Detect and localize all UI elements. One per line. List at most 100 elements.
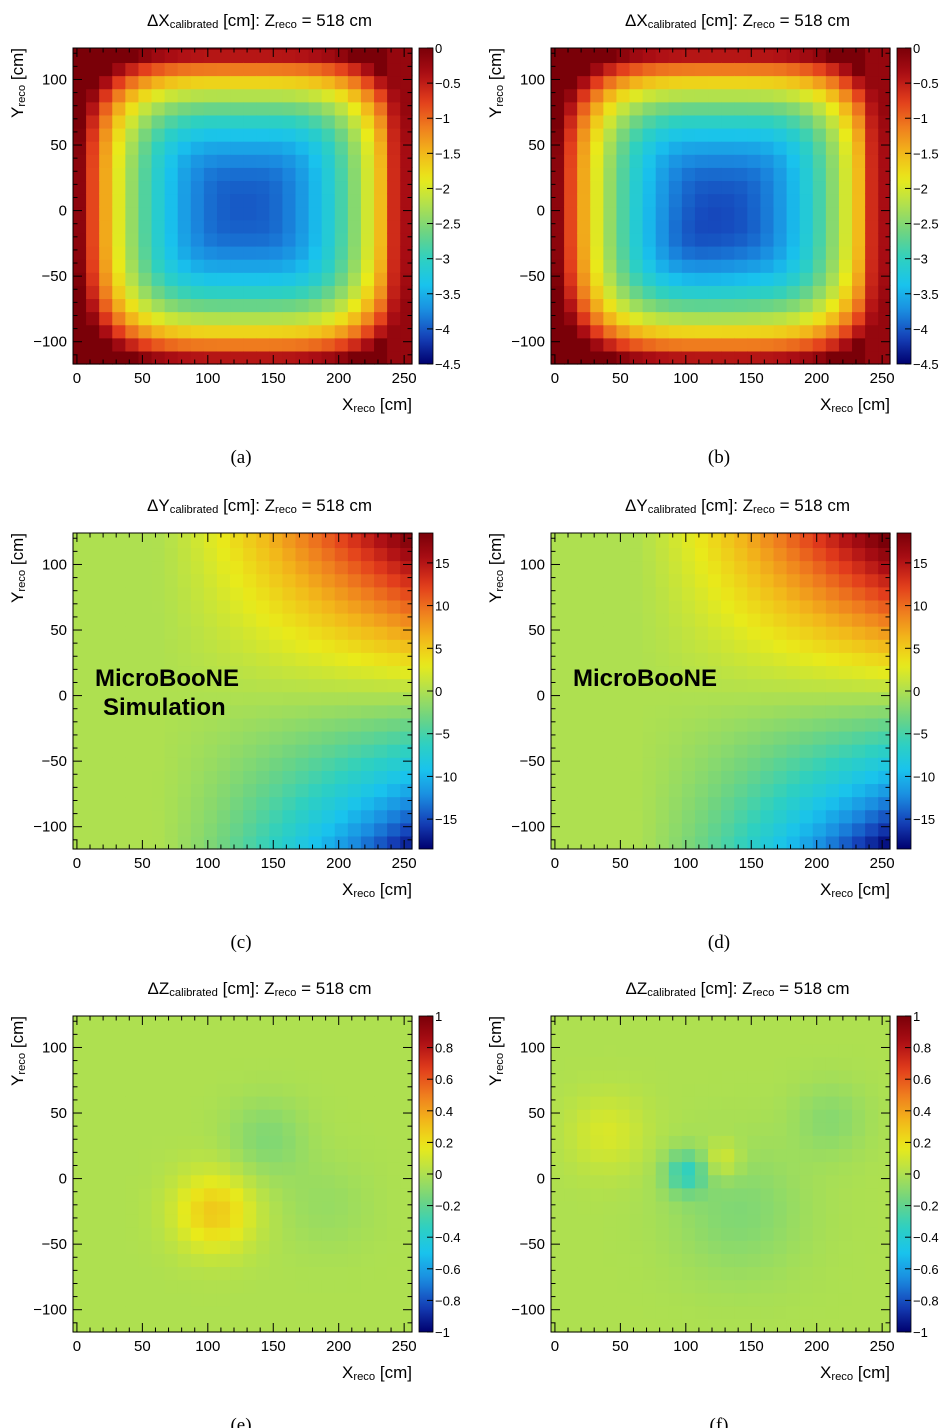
heatmap-cell <box>734 337 748 352</box>
heatmap-cell <box>164 219 179 234</box>
heatmap-cell <box>616 1030 631 1045</box>
heatmap-cell <box>551 573 565 588</box>
heatmap-cell <box>190 49 205 64</box>
heatmap-cell <box>387 533 401 535</box>
heatmap-cell <box>603 757 618 771</box>
heatmap-cell <box>681 691 696 706</box>
heatmap-cell <box>308 311 323 326</box>
heatmap-cell <box>838 1174 853 1189</box>
heatmap-cell <box>374 167 388 182</box>
heatmap-cell <box>878 599 891 614</box>
heatmap-cell <box>708 193 722 208</box>
heatmap-cell <box>708 652 722 667</box>
heatmap-cell <box>177 88 192 103</box>
heatmap-cell <box>852 665 866 680</box>
heatmap-cell <box>642 678 657 693</box>
heatmap-cell <box>629 533 644 535</box>
heatmap-cell <box>825 324 840 339</box>
heatmap-cell <box>151 49 166 64</box>
heatmap-cell <box>721 691 735 706</box>
heatmap-cell <box>616 626 631 640</box>
heatmap-cell <box>694 835 709 850</box>
heatmap-cell <box>73 835 87 850</box>
heatmap-cell <box>334 1161 349 1176</box>
heatmap-cell <box>786 1016 801 1018</box>
heatmap-cell <box>243 49 257 64</box>
heatmap-cell <box>865 259 879 273</box>
heatmap-cell <box>629 1043 644 1058</box>
heatmap-cell <box>590 114 604 129</box>
heatmap-cell <box>551 652 565 667</box>
heatmap-cell <box>256 744 270 758</box>
heatmap-cell <box>865 1148 879 1163</box>
heatmap-cell <box>812 272 827 286</box>
heatmap-cell <box>773 193 788 208</box>
heatmap-cell <box>138 626 153 640</box>
heatmap-cell <box>164 639 179 653</box>
heatmap-cell <box>347 586 362 601</box>
heatmap-cell <box>603 599 618 614</box>
heatmap-cell <box>852 1109 866 1123</box>
heatmap-cell <box>138 1161 153 1176</box>
heatmap-cell <box>799 350 814 365</box>
heatmap-cell <box>721 114 735 129</box>
heatmap-cell <box>747 1016 762 1018</box>
heatmap-cell <box>747 141 762 155</box>
heatmap-cell <box>151 1266 166 1281</box>
heatmap-cell <box>112 744 126 758</box>
heatmap-cell <box>99 259 113 273</box>
heatmap-cell <box>256 1213 270 1228</box>
heatmap-cell <box>825 1017 840 1032</box>
heatmap-cell <box>374 219 388 234</box>
heatmap-cell <box>86 1227 100 1241</box>
heatmap-cell <box>590 167 604 182</box>
heatmap-cell <box>865 652 879 667</box>
heatmap-cell <box>256 272 270 286</box>
heatmap-cell <box>295 141 310 155</box>
heatmap-cell <box>865 612 879 627</box>
heatmap-cell <box>551 547 565 562</box>
heatmap-cell <box>334 835 349 850</box>
heatmap-cell <box>164 717 179 732</box>
heatmap-cell <box>334 665 349 680</box>
heatmap-cell <box>400 1240 413 1254</box>
heatmap-cell <box>256 1187 270 1202</box>
heatmap-cell <box>138 1017 153 1032</box>
heatmap-cell <box>852 298 866 313</box>
heatmap-cell <box>668 1227 683 1241</box>
heatmap-cell <box>773 1305 788 1320</box>
heatmap-cell <box>642 1043 657 1058</box>
heatmap-cell <box>838 311 853 326</box>
heatmap-cell <box>629 586 644 601</box>
heatmap-cell <box>360 612 375 627</box>
heatmap-cell <box>177 783 192 798</box>
heatmap-cell <box>878 245 891 260</box>
heatmap-cell <box>321 180 336 195</box>
heatmap-cell <box>374 1161 388 1176</box>
heatmap-cell <box>151 770 166 785</box>
heatmap-cell <box>760 1227 775 1241</box>
heatmap-cell <box>151 1016 166 1018</box>
heatmap-cell <box>256 612 270 627</box>
heatmap-cell <box>321 311 336 326</box>
heatmap-cell <box>308 1017 323 1032</box>
heatmap-cell <box>164 245 179 260</box>
heatmap-cell <box>629 180 644 195</box>
heatmap-cell <box>151 272 166 286</box>
heatmap-cell <box>73 1095 87 1110</box>
heatmap-cell <box>230 167 244 182</box>
heatmap-cell <box>334 114 349 129</box>
heatmap-cell <box>308 1161 323 1176</box>
heatmap-cell <box>564 62 578 77</box>
heatmap-cell <box>347 193 362 208</box>
heatmap-cell <box>812 783 827 798</box>
heatmap-cell <box>734 560 748 575</box>
heatmap-cell <box>269 1240 284 1254</box>
heatmap-cell <box>216 285 231 300</box>
heatmap-cell <box>878 665 891 680</box>
colorbar-tick-label: −5 <box>435 727 450 742</box>
heatmap-cell <box>668 259 683 273</box>
heatmap-cell <box>177 534 192 549</box>
heatmap-cell <box>760 586 775 601</box>
heatmap-cell <box>708 1043 722 1058</box>
